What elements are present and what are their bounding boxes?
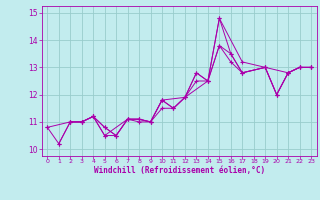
X-axis label: Windchill (Refroidissement éolien,°C): Windchill (Refroidissement éolien,°C): [94, 166, 265, 175]
